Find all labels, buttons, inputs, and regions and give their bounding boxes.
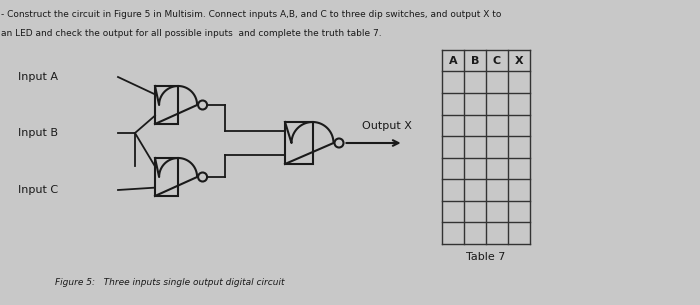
Text: Input A: Input A <box>18 72 58 82</box>
Text: C: C <box>493 56 501 66</box>
Text: Output X: Output X <box>361 121 412 131</box>
Text: Input C: Input C <box>18 185 58 195</box>
Text: A: A <box>449 56 457 66</box>
Text: Figure 5:   Three inputs single output digital circuit: Figure 5: Three inputs single output dig… <box>55 278 284 287</box>
Text: - Construct the circuit in Figure 5 in Multisim. Connect inputs A,B, and C to th: - Construct the circuit in Figure 5 in M… <box>1 10 501 19</box>
Text: an LED and check the output for all possible inputs  and complete the truth tabl: an LED and check the output for all poss… <box>1 29 382 38</box>
Text: B: B <box>471 56 480 66</box>
Text: Table 7: Table 7 <box>466 252 505 261</box>
Text: X: X <box>514 56 524 66</box>
Text: Input B: Input B <box>18 128 58 138</box>
